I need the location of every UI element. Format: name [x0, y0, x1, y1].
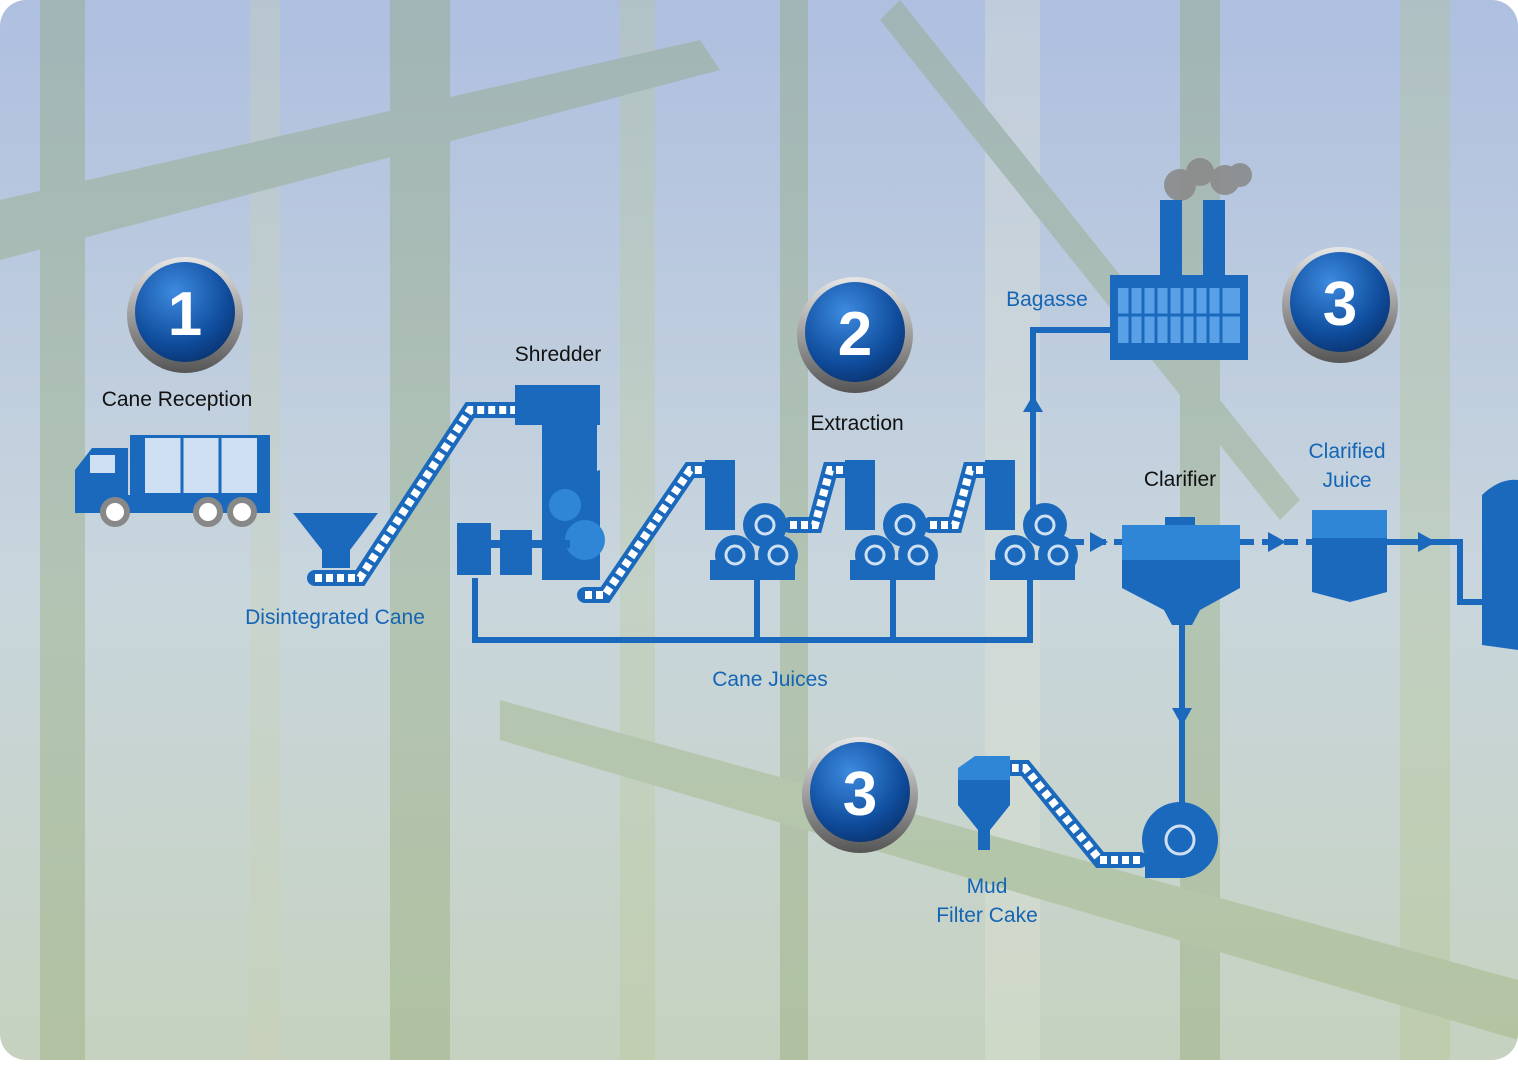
diagram: 1 2 3 3 Cane Reception Shredder Disinteg…: [0, 0, 1518, 1073]
step-badge: 3: [1282, 247, 1398, 363]
evaporator: [1482, 480, 1518, 650]
label: Mud: [967, 875, 1008, 898]
step-badge: 3: [802, 737, 918, 853]
label: Cane Juices: [712, 668, 828, 691]
label: Shredder: [515, 343, 601, 366]
step-badge: 1: [127, 257, 243, 373]
truck: [75, 435, 270, 524]
label: Clarifier: [1144, 468, 1216, 491]
badge-number: 3: [1323, 270, 1357, 339]
badge-number: 1: [168, 280, 202, 349]
label: Bagasse: [1006, 288, 1088, 311]
label: Filter Cake: [936, 904, 1038, 927]
badge-number: 2: [838, 300, 872, 369]
step-badge: 2: [797, 277, 913, 393]
juice-tank: [1312, 510, 1387, 602]
label: Clarified: [1308, 440, 1385, 463]
badge-number: 3: [843, 760, 877, 829]
label: Extraction: [810, 412, 903, 435]
label: Cane Reception: [102, 388, 253, 411]
label: Disintegrated Cane: [245, 606, 425, 629]
label: Juice: [1322, 469, 1371, 492]
